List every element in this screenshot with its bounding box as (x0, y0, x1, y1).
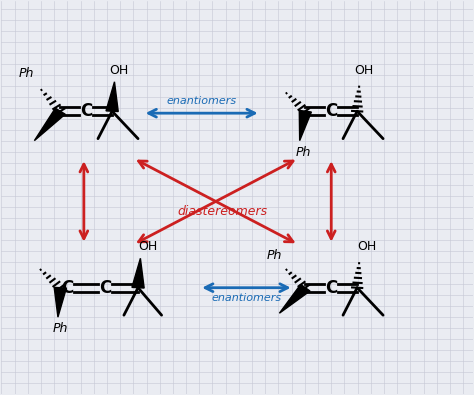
Polygon shape (279, 284, 310, 313)
Text: OH: OH (355, 64, 374, 77)
Text: Ph: Ph (18, 68, 34, 81)
Text: C: C (80, 102, 92, 120)
Text: Ph: Ph (53, 322, 68, 335)
Text: diastereomers: diastereomers (178, 205, 268, 218)
Text: C: C (61, 279, 73, 297)
Text: Ph: Ph (267, 249, 283, 262)
Polygon shape (54, 288, 66, 317)
Polygon shape (299, 111, 311, 141)
Text: C: C (325, 102, 337, 120)
Polygon shape (35, 108, 65, 141)
Text: OH: OH (138, 240, 157, 253)
Text: enantiomers: enantiomers (166, 96, 237, 106)
Text: Ph: Ph (295, 146, 310, 159)
Polygon shape (132, 258, 144, 288)
Polygon shape (106, 82, 118, 111)
Text: C: C (99, 279, 111, 297)
Text: OH: OH (109, 64, 129, 77)
Text: C: C (325, 279, 337, 297)
Text: enantiomers: enantiomers (211, 293, 282, 303)
Text: OH: OH (357, 240, 376, 253)
